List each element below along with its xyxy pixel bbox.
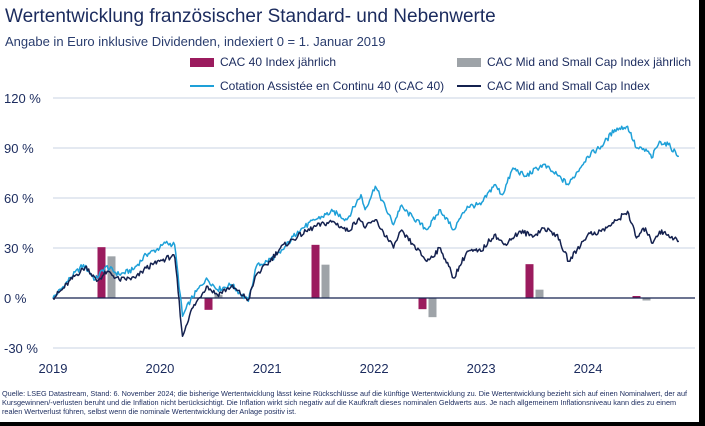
bar xyxy=(97,247,106,298)
y-tick-label: 90 % xyxy=(4,141,34,156)
bar xyxy=(418,298,427,310)
y-tick-label: 30 % xyxy=(4,241,34,256)
chart-subtitle: Angabe in Euro inklusive Dividenden, ind… xyxy=(5,34,386,49)
series-line-cac40 xyxy=(52,125,679,318)
legend-swatch-cac40-line xyxy=(190,85,214,87)
x-tick-label: 2020 xyxy=(145,361,174,376)
legend-item-cac40-annual: CAC 40 Index jährlich xyxy=(190,55,336,69)
legend-item-midsmall-annual: CAC Mid and Small Cap Index jährlich xyxy=(457,55,691,69)
legend-swatch-cac40-annual xyxy=(190,57,214,67)
y-tick-label: 0 % xyxy=(4,291,27,306)
bar xyxy=(525,264,534,298)
bar xyxy=(642,298,651,301)
legend-swatch-midsmall-annual xyxy=(457,57,481,67)
x-tick-label: 2023 xyxy=(467,361,496,376)
x-tick-label: 2022 xyxy=(360,361,389,376)
x-tick-label: 2019 xyxy=(39,361,68,376)
bar xyxy=(204,298,213,310)
legend-item-midsmall-line: CAC Mid and Small Cap Index xyxy=(457,79,650,93)
legend-item-cac40-line: Cotation Assistée en Continu 40 (CAC 40) xyxy=(190,79,444,93)
chart-plot: -30 % 0 % 30 % 60 % 90 % 120 % 2019 2020 2021 202… xyxy=(4,91,695,376)
legend-label-midsmall-line: CAC Mid and Small Cap Index xyxy=(487,79,650,93)
x-tick-label: 2024 xyxy=(574,361,603,376)
x-tick-label: 2021 xyxy=(253,361,282,376)
bar xyxy=(535,289,544,298)
y-tick-label: 60 % xyxy=(4,191,34,206)
legend-swatch-midsmall-line xyxy=(457,85,481,87)
source-note: Quelle: LSEG Datastream, Stand: 6. Novem… xyxy=(2,389,688,416)
bar xyxy=(311,244,320,298)
legend-label-cac40-annual: CAC 40 Index jährlich xyxy=(220,55,337,69)
bar xyxy=(632,296,641,298)
bar xyxy=(321,264,330,298)
legend-label-cac40-line: Cotation Assistée en Continu 40 (CAC 40) xyxy=(220,79,445,93)
legend-label-midsmall-annual: CAC Mid and Small Cap Index jährlich xyxy=(487,55,692,69)
y-tick-label: 120 % xyxy=(4,91,41,106)
bar xyxy=(428,298,437,318)
y-tick-label: -30 % xyxy=(4,341,38,356)
chart-title: Wertentwicklung französischer Standard- … xyxy=(5,6,496,27)
bar xyxy=(107,256,116,298)
series-line-midsmall xyxy=(52,210,680,338)
